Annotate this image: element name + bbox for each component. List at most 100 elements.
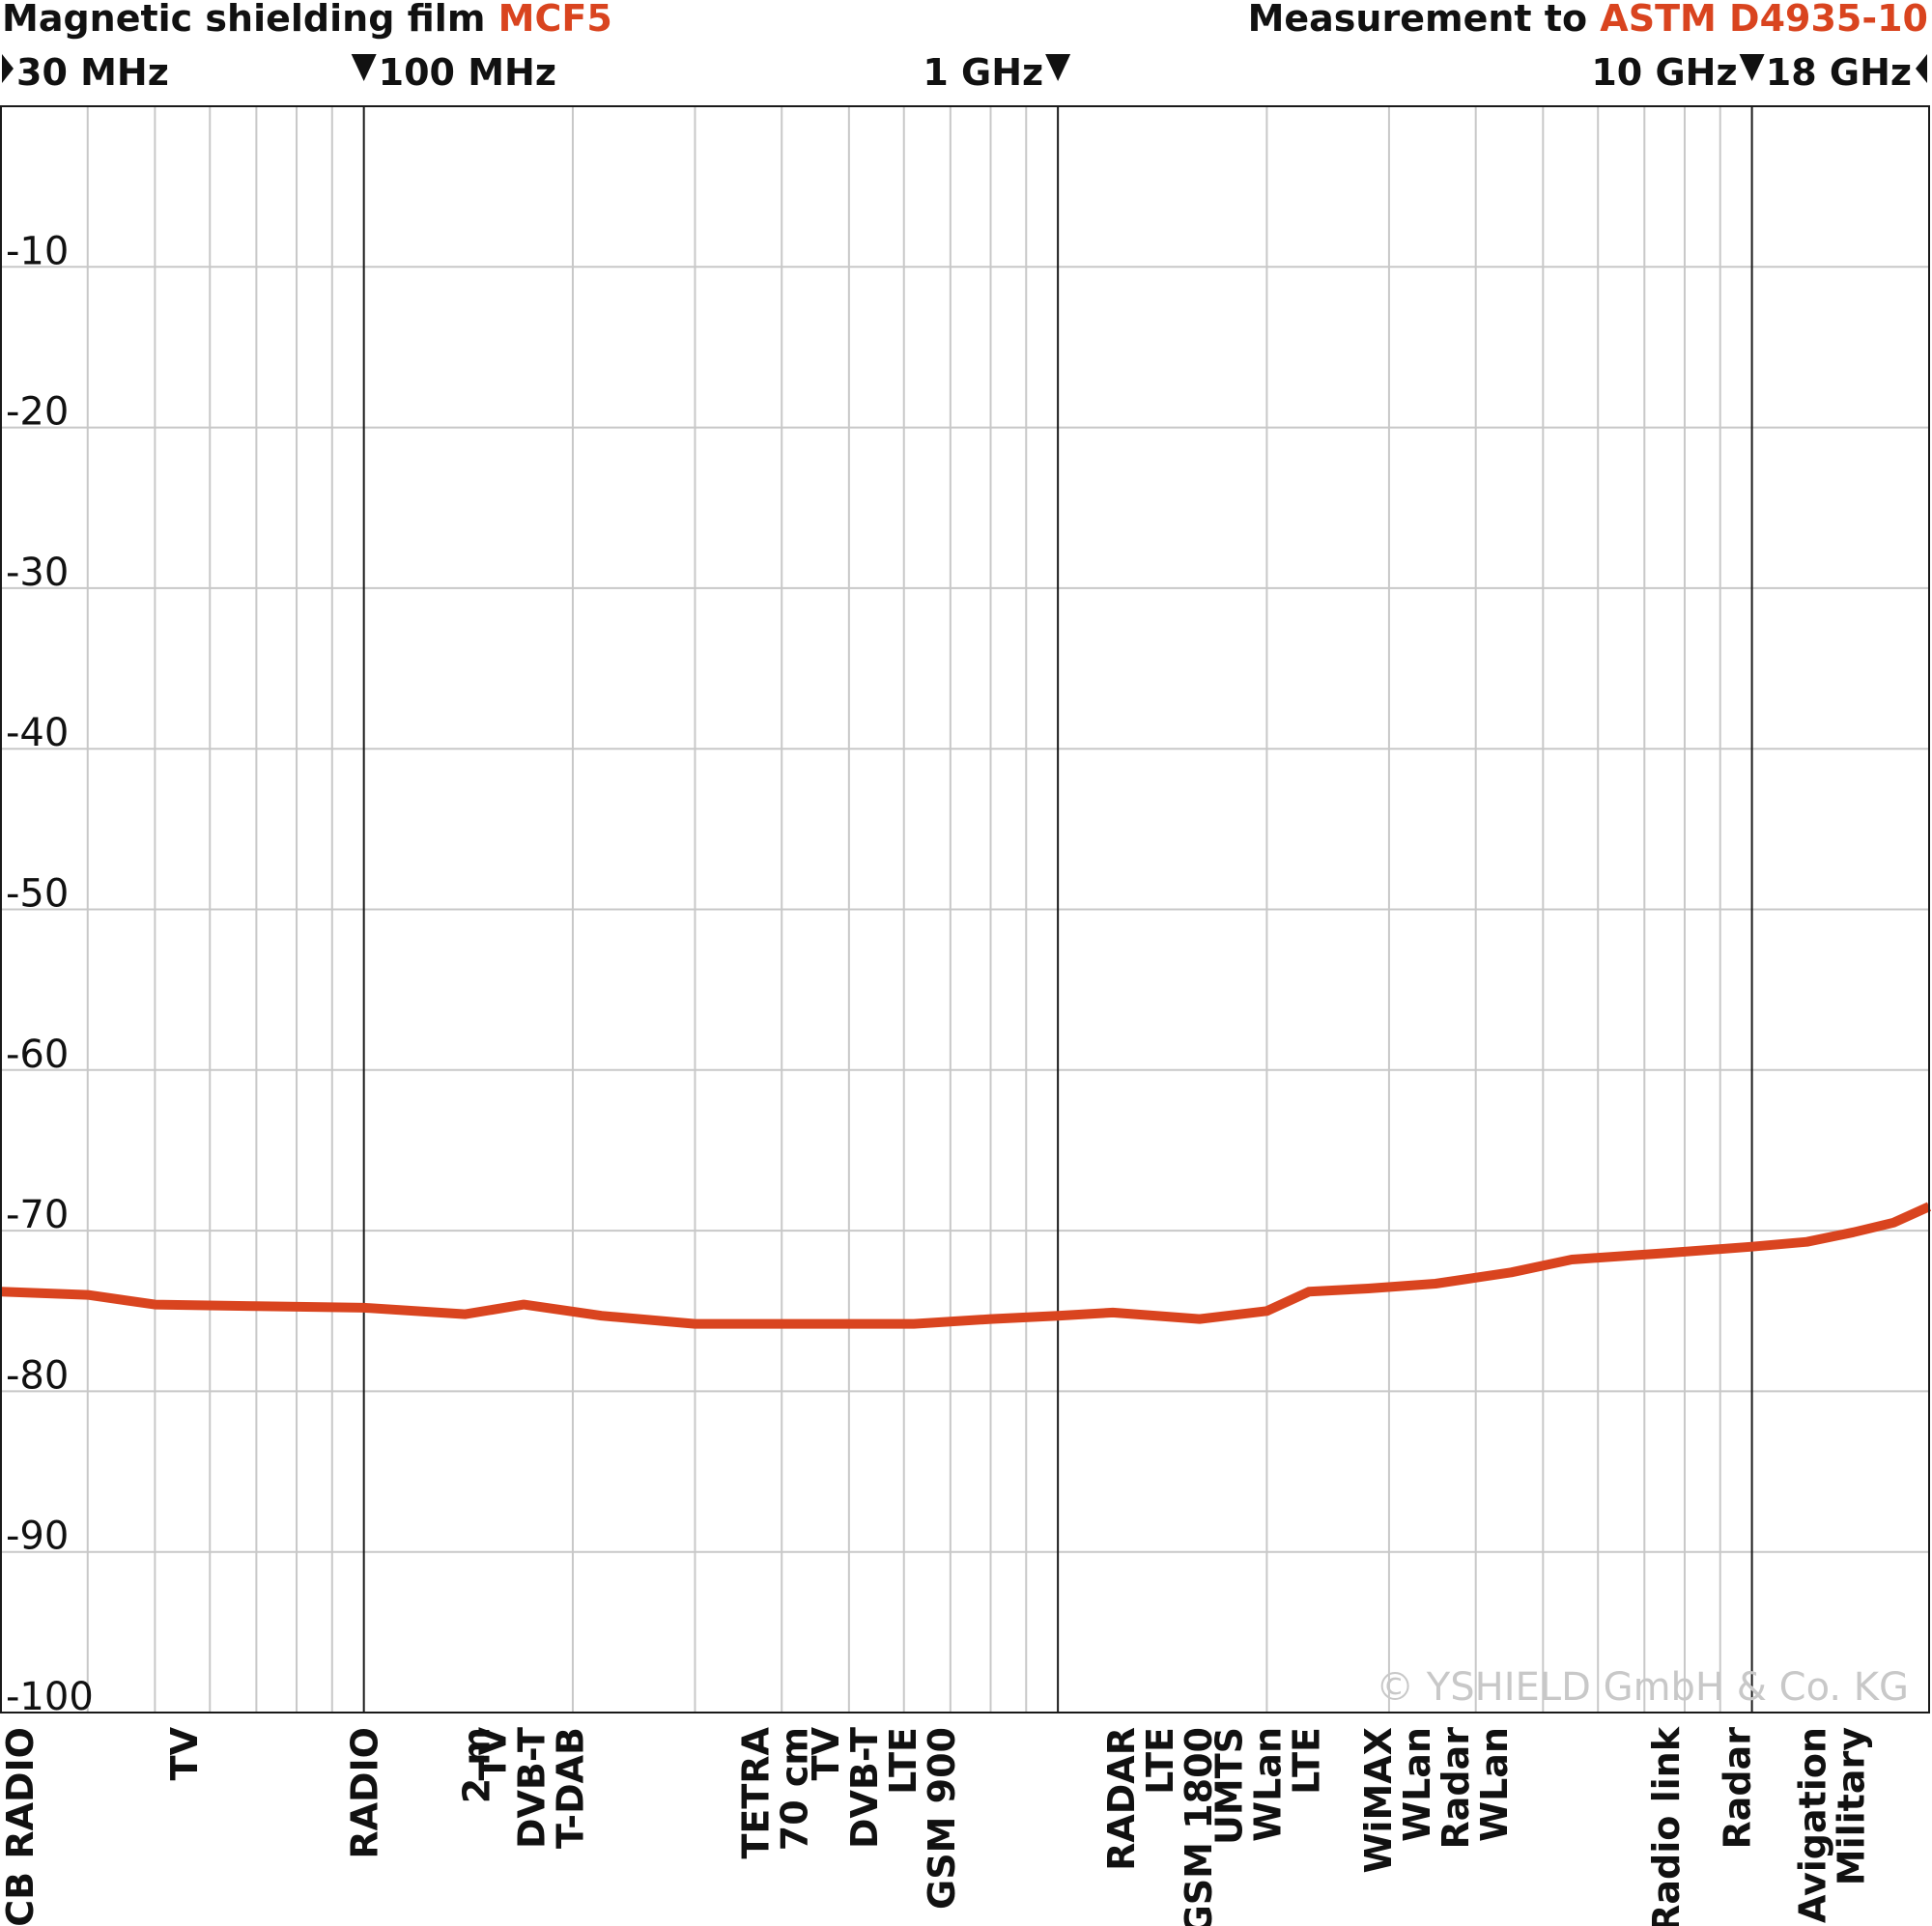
band-label: Radio link bbox=[1645, 1726, 1688, 1926]
band-label-line: RADIO bbox=[344, 1727, 386, 1859]
frequency-marker-label: 100 MHz bbox=[379, 51, 556, 94]
series-point bbox=[1112, 1312, 1114, 1314]
band-label-line: GSM 1800 bbox=[1178, 1727, 1220, 1926]
series-point bbox=[1435, 1283, 1436, 1285]
title-product-code: MCF5 bbox=[498, 0, 612, 40]
down-arrow-icon bbox=[351, 54, 377, 81]
band-label-line: LTE bbox=[1285, 1727, 1327, 1795]
frequency-marker: 10 GHz bbox=[1591, 51, 1765, 94]
series-point bbox=[154, 1304, 156, 1306]
y-tick-label: -90 bbox=[6, 1515, 69, 1559]
series-point bbox=[1806, 1241, 1807, 1243]
title-method-prefix: Measurement to bbox=[1248, 0, 1588, 40]
y-tick-label: -50 bbox=[6, 872, 69, 917]
series-point bbox=[465, 1314, 467, 1316]
band-label-line: TV bbox=[471, 1726, 514, 1780]
frequency-marker: 100 MHz bbox=[351, 51, 556, 94]
band-label-line: TETRA bbox=[734, 1726, 777, 1858]
band-label-line: 70 cm bbox=[773, 1727, 815, 1851]
title-product-prefix: Magnetic shielding film bbox=[2, 0, 485, 40]
band-label-line: Radio link bbox=[1645, 1726, 1688, 1926]
band-label: TV bbox=[163, 1726, 206, 1780]
band-label: Radar bbox=[1717, 1727, 1759, 1850]
series-point bbox=[781, 1323, 782, 1325]
frequency-marker-label: 18 GHz bbox=[1766, 51, 1912, 94]
frequency-marker-label: 10 GHz bbox=[1591, 51, 1737, 94]
major-gridlines bbox=[362, 106, 1753, 1713]
band-label-line: Radar bbox=[1717, 1727, 1759, 1850]
band-label-line: WiMAX bbox=[1357, 1727, 1400, 1873]
band-label-line: LTE bbox=[882, 1727, 924, 1795]
y-tick-label: -80 bbox=[6, 1353, 69, 1398]
y-axis-tick-labels: -10-20-30-40-50-60-70-80-90-100 bbox=[6, 229, 94, 1719]
plot-frame bbox=[0, 105, 1930, 1714]
frequency-marker: 30 MHz bbox=[2, 51, 169, 94]
series-point bbox=[1057, 1315, 1059, 1317]
series-point bbox=[255, 1305, 257, 1307]
band-label-line: LTE bbox=[1139, 1727, 1181, 1795]
shielding-series-line bbox=[0, 1202, 1932, 1329]
chart-title-method: Measurement to ASTM D4935-10 bbox=[1248, 0, 1928, 40]
band-label-line: TV bbox=[163, 1726, 206, 1780]
series-point bbox=[1892, 1222, 1894, 1224]
band-label-line: WLan bbox=[1396, 1727, 1438, 1842]
band-label-line: GSM 900 bbox=[921, 1727, 963, 1910]
frequency-marker: 1 GHz bbox=[923, 51, 1071, 94]
band-label-line: 2 m bbox=[456, 1727, 498, 1803]
band-label: CB RADIO bbox=[0, 1727, 42, 1926]
band-label-line: DVB-T bbox=[843, 1727, 886, 1849]
band-label-line: WLan bbox=[1246, 1727, 1289, 1842]
minor-gridlines bbox=[1, 106, 1929, 1713]
right-arrow-icon bbox=[2, 54, 14, 83]
series-point bbox=[990, 1318, 991, 1320]
band-label-line: RADAR bbox=[1100, 1727, 1143, 1871]
band-label-line: UMTS bbox=[1208, 1727, 1250, 1845]
band-label: 2 m bbox=[456, 1727, 498, 1803]
series-point bbox=[87, 1294, 89, 1296]
series-layer bbox=[0, 1202, 1932, 1329]
y-tick-label: -30 bbox=[6, 551, 69, 595]
band-label-line: T-DAB bbox=[549, 1727, 591, 1849]
series-point bbox=[1308, 1290, 1310, 1292]
frequency-markers: 30 MHz 100 MHz 1 GHz 10 GHz 18 GHz bbox=[2, 51, 1927, 94]
y-tick-label: -10 bbox=[6, 229, 69, 273]
band-label-line: Radar bbox=[1435, 1727, 1477, 1850]
copyright-watermark: © YSHIELD GmbH & Co. KG bbox=[1376, 1665, 1909, 1710]
left-arrow-icon bbox=[1916, 54, 1927, 83]
series-point bbox=[913, 1323, 915, 1325]
series-point bbox=[848, 1323, 850, 1325]
y-tick-label: -70 bbox=[6, 1193, 69, 1237]
down-arrow-icon bbox=[1739, 54, 1765, 81]
chart-title-product: Magnetic shielding film MCF5 bbox=[2, 0, 612, 40]
y-tick-label: -20 bbox=[6, 390, 69, 435]
frequency-marker-label: 30 MHz bbox=[16, 51, 169, 94]
series-point bbox=[1199, 1318, 1201, 1320]
title-row: Magnetic shielding film MCF5 Measurement… bbox=[2, 0, 1928, 40]
series-point bbox=[695, 1323, 696, 1325]
series-point bbox=[1664, 1252, 1666, 1254]
band-label: RADIO bbox=[344, 1727, 386, 1859]
series-point bbox=[523, 1304, 525, 1306]
y-tick-label: -60 bbox=[6, 1033, 69, 1077]
band-label-line: WLan bbox=[1473, 1727, 1516, 1842]
band-label-line: DVB-T bbox=[510, 1727, 553, 1849]
band-label-line: Avigation bbox=[1791, 1727, 1833, 1923]
y-tick-label: -40 bbox=[6, 711, 69, 755]
series-point bbox=[1265, 1310, 1267, 1312]
series-point bbox=[363, 1307, 365, 1309]
frequency-marker: 18 GHz bbox=[1766, 51, 1927, 94]
band-label-line: Military bbox=[1830, 1727, 1872, 1885]
title-method-code: ASTM D4935-10 bbox=[1600, 0, 1928, 40]
down-arrow-icon bbox=[1045, 54, 1071, 81]
band-label-line: TV bbox=[805, 1726, 847, 1780]
series-point bbox=[1751, 1246, 1753, 1248]
